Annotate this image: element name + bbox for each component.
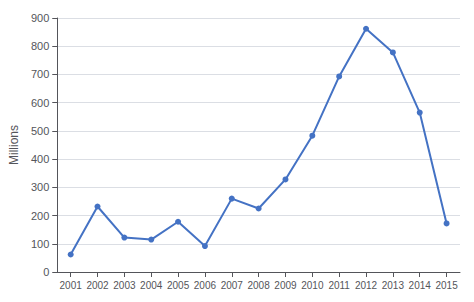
svg-text:100: 100 <box>31 238 49 250</box>
svg-text:400: 400 <box>31 153 49 165</box>
svg-text:2009: 2009 <box>274 280 297 291</box>
svg-text:300: 300 <box>31 181 49 193</box>
svg-text:2004: 2004 <box>140 280 163 291</box>
svg-text:2003: 2003 <box>113 280 136 291</box>
svg-text:2008: 2008 <box>248 280 271 291</box>
svg-text:2007: 2007 <box>221 280 244 291</box>
svg-text:2011: 2011 <box>328 280 350 291</box>
svg-text:500: 500 <box>31 125 49 137</box>
svg-text:900: 900 <box>31 12 49 24</box>
svg-text:2014: 2014 <box>409 280 432 291</box>
svg-text:Millions: Millions <box>7 125 21 165</box>
svg-text:2012: 2012 <box>355 280 378 291</box>
svg-text:700: 700 <box>31 68 49 80</box>
svg-text:2002: 2002 <box>86 280 109 291</box>
svg-text:2015: 2015 <box>435 280 458 291</box>
svg-text:600: 600 <box>31 97 49 109</box>
svg-text:2013: 2013 <box>382 280 405 291</box>
svg-text:2001: 2001 <box>60 280 83 291</box>
svg-text:2005: 2005 <box>167 280 190 291</box>
svg-text:2006: 2006 <box>194 280 217 291</box>
svg-text:200: 200 <box>31 210 49 222</box>
svg-text:0: 0 <box>43 266 49 278</box>
svg-text:2010: 2010 <box>301 280 324 291</box>
svg-text:800: 800 <box>31 40 49 52</box>
